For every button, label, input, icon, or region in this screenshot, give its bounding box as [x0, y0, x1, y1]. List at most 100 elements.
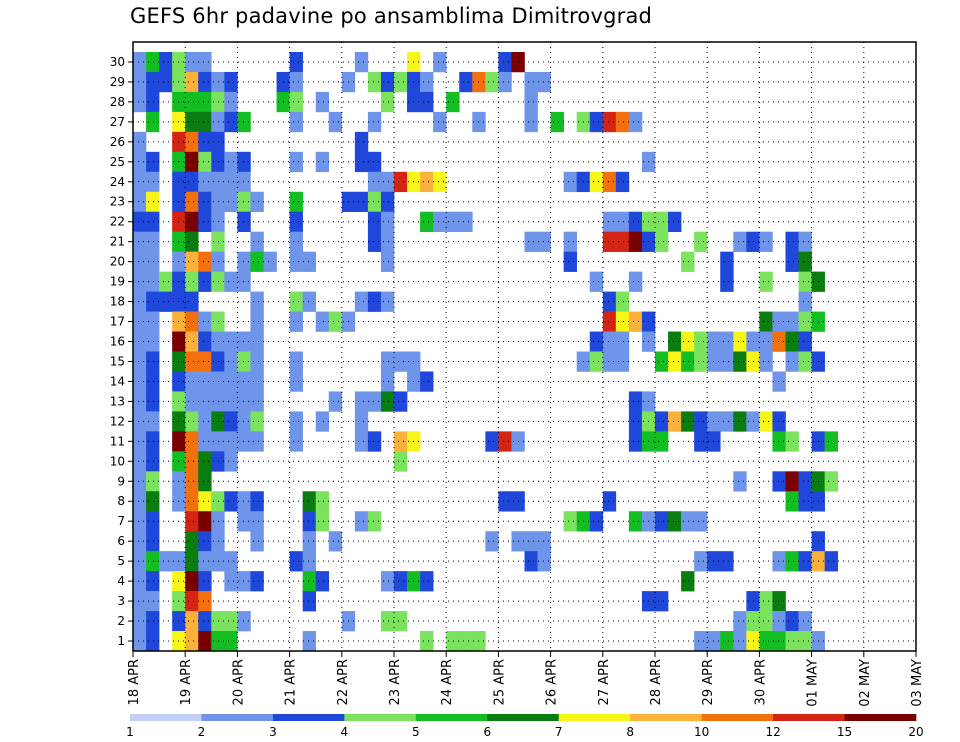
heatmap-cell [315, 151, 330, 173]
x-tick-label: 24 APR [440, 659, 455, 705]
heatmap-cell [185, 311, 199, 332]
x-tick-label: 25 APR [492, 659, 507, 705]
heatmap-cell [615, 111, 630, 133]
x-tick-label: 20 APR [231, 659, 246, 705]
heatmap-cell [237, 571, 251, 592]
heatmap-cell [289, 151, 303, 173]
heatmap-cell [198, 111, 212, 133]
heatmap-cell [211, 91, 225, 113]
y-tick-label: 15 [110, 354, 125, 368]
heatmap-cell [185, 571, 199, 592]
heatmap-cell [224, 71, 238, 93]
heatmap-cell [798, 471, 812, 492]
heatmap-cell [615, 231, 630, 252]
heatmap-cell [824, 431, 838, 452]
heatmap-cell [237, 431, 251, 452]
heatmap-cell [772, 611, 786, 632]
heatmap-cell [759, 631, 773, 652]
heatmap-cell [354, 431, 369, 452]
y-tick-label: 12 [110, 414, 125, 428]
heatmap-cell [185, 351, 199, 372]
heatmap-cell [772, 311, 786, 332]
heatmap-cell [420, 571, 434, 592]
heatmap-cell [380, 71, 395, 93]
heatmap-cell [785, 431, 799, 452]
heatmap-cell [615, 291, 630, 312]
heatmap-cell [459, 71, 473, 93]
heatmap-cell [628, 211, 643, 232]
heatmap-cell [185, 431, 199, 452]
y-tick-label: 16 [110, 335, 125, 349]
heatmap-cell [668, 351, 682, 372]
heatmap-cell [602, 231, 617, 252]
heatmap-cell [720, 551, 734, 572]
y-tick-label: 27 [110, 115, 125, 129]
heatmap-cell [759, 591, 773, 612]
heatmap-cell [733, 611, 747, 632]
heatmap-cell [263, 251, 277, 272]
heatmap-cell [759, 231, 773, 252]
heatmap-cell [380, 291, 395, 312]
heatmap-cell [185, 271, 199, 292]
heatmap-cell [133, 171, 147, 193]
heatmap-cell [394, 351, 408, 372]
heatmap-cell [380, 351, 395, 372]
x-tick-label: 27 APR [597, 659, 612, 705]
heatmap-cell [185, 471, 199, 492]
heatmap-cell [328, 311, 343, 332]
heatmap-cell [380, 91, 395, 113]
heatmap-cell [785, 311, 799, 332]
heatmap-cell [198, 251, 212, 272]
x-tick-label: 18 APR [127, 659, 142, 705]
heatmap-cell [367, 431, 382, 452]
heatmap-cell [420, 171, 434, 193]
heatmap-cell [498, 431, 512, 452]
heatmap-cell [133, 331, 147, 352]
heatmap-cell [185, 131, 199, 153]
heatmap-cell [694, 351, 708, 372]
heatmap-cell [367, 171, 382, 193]
heatmap-cell [446, 631, 460, 652]
heatmap-cell [224, 431, 238, 452]
colorbar-label: 5 [412, 725, 420, 739]
heatmap-cell [315, 91, 330, 113]
heatmap-cell [224, 491, 238, 512]
heatmap-cell [224, 271, 238, 292]
y-tick-label: 11 [110, 434, 125, 448]
heatmap-cell [211, 211, 225, 232]
y-tick-label: 30 [110, 55, 125, 69]
heatmap-cell [602, 111, 617, 133]
heatmap-cell [224, 351, 238, 372]
heatmap-cell [224, 571, 238, 592]
heatmap-cell [289, 251, 303, 272]
heatmap-cell [250, 251, 264, 272]
heatmap-cell [133, 531, 147, 552]
heatmap-cell [250, 491, 264, 512]
heatmap-cell [694, 331, 708, 352]
heatmap-cell [602, 331, 617, 352]
heatmap-cell [524, 71, 538, 93]
heatmap-cell [602, 171, 617, 193]
heatmap-cell [720, 251, 734, 272]
heatmap-cell [733, 351, 747, 372]
heatmap-cell [224, 191, 238, 213]
heatmap-cell [446, 211, 460, 232]
heatmap-cell [433, 51, 447, 73]
heatmap-cell [524, 531, 538, 552]
y-tick-label: 24 [110, 175, 125, 189]
heatmap-cell [394, 611, 408, 632]
heatmap-cell [380, 391, 395, 412]
heatmap-cell [224, 111, 238, 133]
heatmap-cell [237, 251, 251, 272]
heatmap-cell [133, 571, 147, 592]
heatmap-cell [198, 371, 212, 392]
y-tick-label: 20 [110, 255, 125, 269]
heatmap-cell [589, 111, 604, 133]
heatmap-cell [289, 351, 303, 372]
heatmap-cell [185, 171, 199, 193]
colorbar-swatch [130, 714, 202, 721]
heatmap-cell [133, 431, 147, 452]
heatmap-cell [772, 551, 786, 572]
heatmap-cell [628, 391, 643, 412]
